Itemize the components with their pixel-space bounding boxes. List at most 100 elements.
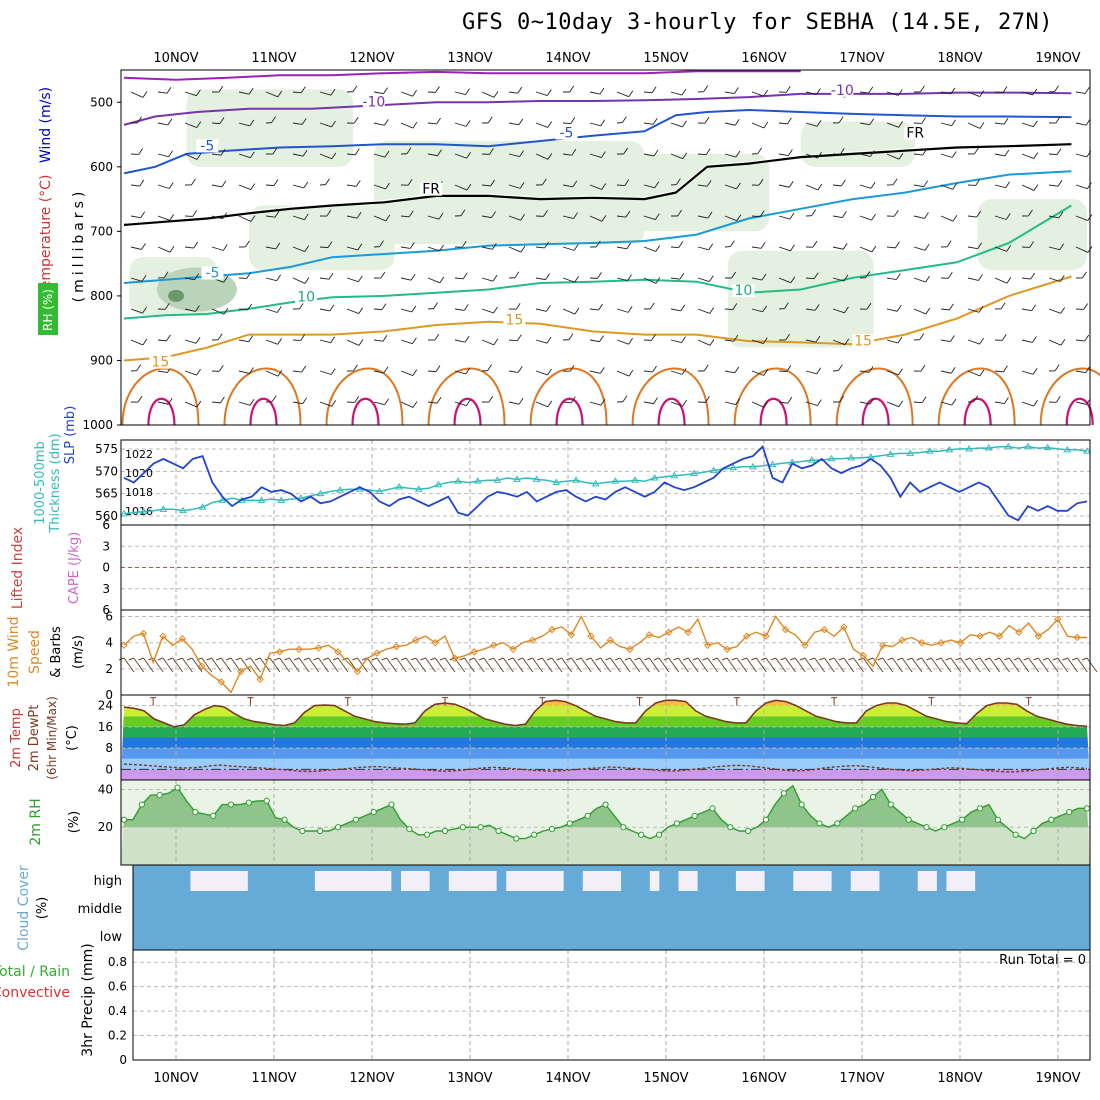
- rh-marker: [816, 820, 823, 827]
- label-millibars-group: (millibars): [71, 188, 87, 303]
- wind-barb-flag: [412, 401, 418, 408]
- thickness-marker: [473, 477, 482, 484]
- wind10-marker: [198, 662, 206, 670]
- wind-barb-shaft: [454, 122, 467, 127]
- wind-barb-flag: [734, 87, 739, 94]
- wind-barb-flag: [897, 336, 903, 344]
- contour-label-bg: [852, 334, 875, 348]
- wind-barb-flag: [652, 118, 658, 125]
- wind10-barb-flag: [965, 657, 971, 661]
- wind10-barb-shaft: [444, 657, 456, 673]
- boundary-magenta: [759, 397, 788, 426]
- wind-barb-flag: [952, 214, 958, 222]
- wind10-barb-flag: [216, 657, 222, 661]
- wind10-marker: [937, 638, 945, 647]
- boundary-orange: [631, 367, 710, 426]
- wind-barb-flag: [654, 213, 660, 220]
- wind-barb-flag: [1033, 120, 1038, 127]
- wind10-barb-shaft: [1057, 657, 1069, 673]
- wind-barb-flag: [250, 183, 256, 190]
- wind-barb-flag: [437, 149, 442, 156]
- panel-wind10: [120, 609, 1091, 696]
- wind-barb-flag: [1003, 365, 1008, 373]
- wind-barb-flag: [600, 398, 606, 406]
- wind10-barb-shaft: [376, 657, 388, 673]
- wind10-barb-shaft: [629, 657, 641, 673]
- boundary-magenta: [1065, 397, 1094, 426]
- wind-barb-shaft: [373, 122, 385, 126]
- wind-barb-flag: [924, 244, 930, 251]
- wind-barb-flag: [412, 369, 418, 376]
- wind-barb-flag: [382, 334, 388, 342]
- wind-barb-shaft: [211, 401, 221, 404]
- wind10-barb-shaft: [590, 657, 602, 673]
- slp-line: [123, 444, 1088, 522]
- precip-tick-label: 0.8: [108, 955, 127, 969]
- wind-barb-shaft: [913, 246, 926, 251]
- wind10-marker: [567, 631, 576, 639]
- pressure-tick-label: 800: [90, 289, 113, 303]
- wind10-barb-shaft: [395, 657, 407, 673]
- wind-barb-shaft: [1075, 246, 1089, 253]
- wind-barb-shaft: [319, 370, 332, 375]
- thickness-marker: [257, 496, 266, 503]
- wind-barb-shaft: [616, 308, 629, 313]
- wind-barb-shaft: [427, 122, 437, 125]
- wind-barb-flag: [709, 339, 715, 346]
- rh-shade-patch: [186, 89, 354, 167]
- temp-band: [121, 748, 1090, 759]
- rh-marker: [459, 824, 466, 831]
- wind-barb-shaft: [697, 308, 710, 314]
- wind-barb-flag: [950, 335, 955, 342]
- wind-barb-shaft: [238, 308, 248, 311]
- wind-barb-flag: [898, 368, 903, 376]
- wind10-barb-shaft: [960, 657, 971, 673]
- wind10-barb-shaft: [678, 657, 689, 673]
- wind-barb-shaft: [535, 91, 548, 97]
- wind-barb-shaft: [751, 277, 763, 281]
- wind-barb-shaft: [724, 215, 737, 222]
- wind10-barb-shaft: [794, 657, 806, 673]
- wind-barb-flag: [247, 303, 253, 311]
- wind-barb-flag: [947, 272, 953, 279]
- wind10-barb-shaft: [571, 657, 582, 673]
- wind10-barb-flag: [1033, 657, 1039, 661]
- wind-barb-flag: [412, 89, 417, 97]
- wind-barb-flag: [734, 119, 740, 126]
- wind10-barb-flag: [128, 657, 134, 661]
- wind10-marker: [159, 632, 167, 640]
- wind-barb-shaft: [400, 215, 410, 218]
- wind-barb-shaft: [319, 339, 331, 344]
- wind10-barb-shaft: [386, 657, 398, 673]
- rh-shade-patch: [800, 121, 916, 167]
- rh-marker: [602, 801, 609, 808]
- label-thickness-1: 1000-500mb: [33, 441, 48, 525]
- rh-marker: [638, 831, 645, 838]
- wind-barb-shaft: [211, 215, 223, 220]
- rh-marker: [334, 824, 342, 831]
- wind-barb-flag: [436, 117, 441, 125]
- wind-barb-flag: [785, 333, 791, 341]
- wind10-barb-shaft: [211, 657, 222, 673]
- wind-barb-flag: [600, 119, 606, 127]
- wind-barb-shaft: [481, 246, 493, 250]
- wind-barb-flag: [813, 272, 819, 279]
- wind-barb-flag: [736, 182, 741, 190]
- wind-barb-shaft: [805, 184, 819, 191]
- wind-barb-shaft: [643, 122, 654, 125]
- wind-barb-flag: [625, 210, 631, 218]
- date-label-top: 18NOV: [937, 51, 982, 66]
- wind-barb-shaft: [238, 370, 250, 374]
- label-temp-1: 2m Temp: [9, 708, 24, 768]
- wind-barb-shaft: [265, 246, 276, 250]
- wind10-barb-shaft: [551, 657, 563, 673]
- wind10-barb-shaft: [950, 657, 962, 673]
- wind-barb-flag: [736, 214, 742, 221]
- wind-barb-flag: [409, 242, 415, 249]
- wind-barb-shaft: [913, 153, 923, 156]
- wind-barb-flag: [330, 368, 336, 375]
- wind-barb-shaft: [616, 215, 626, 218]
- wind-barb-flag: [574, 275, 579, 283]
- contour-label: FR: [422, 182, 440, 198]
- wind-barb-shaft: [886, 91, 899, 96]
